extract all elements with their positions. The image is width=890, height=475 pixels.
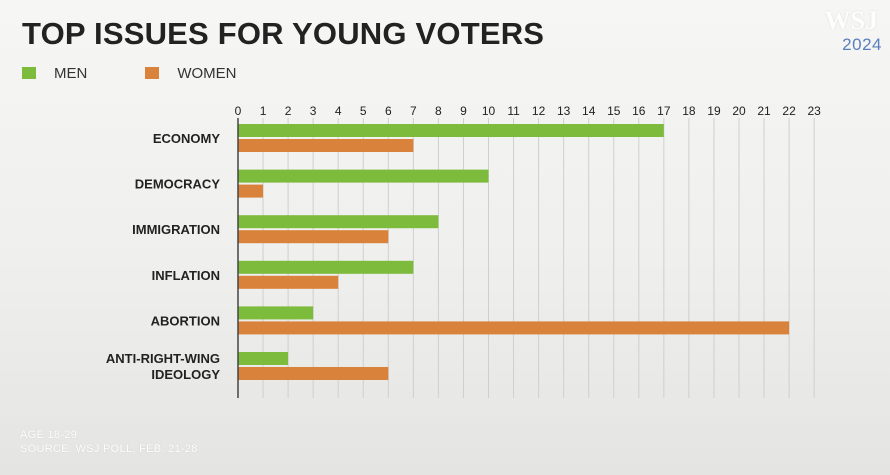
chart-gridlines (237, 118, 815, 398)
chart-legend: MEN WOMEN (22, 64, 237, 82)
bar-economy-men (238, 124, 664, 137)
x-tick-label-15: 15 (607, 104, 621, 118)
x-tick-label-23: 23 (807, 104, 821, 118)
x-tick-label-9: 9 (460, 104, 467, 118)
category-label-anti-right-wing-ideology-line-1: ANTI-RIGHT-WING (106, 351, 220, 366)
x-tick-label-22: 22 (782, 104, 796, 118)
category-label-immigration: IMMIGRATION (132, 222, 220, 237)
x-tick-label-2: 2 (285, 104, 292, 118)
category-label-anti-right-wing-ideology-line-2: IDEOLOGY (151, 367, 220, 382)
wsj-logo: WSJ (824, 6, 878, 35)
footnote-age: AGE 18-29 (20, 429, 78, 441)
x-tick-label-5: 5 (360, 104, 367, 118)
x-tick-label-11: 11 (507, 104, 520, 118)
chart-bars (238, 124, 790, 380)
footnote-source: SOURCE: WSJ POLL, FEB. 21-28 (20, 443, 198, 455)
bar-anti-right-wing-ideology-men (238, 352, 289, 365)
bar-immigration-men (238, 215, 439, 229)
bar-abortion-women (238, 321, 790, 335)
x-tick-label-18: 18 (682, 104, 696, 118)
x-tick-label-7: 7 (410, 104, 417, 118)
x-tick-label-4: 4 (335, 104, 342, 118)
x-tick-label-14: 14 (582, 104, 596, 118)
bar-economy-women (238, 139, 414, 152)
legend-item-women: WOMEN (145, 64, 237, 82)
x-tick-label-10: 10 (482, 104, 496, 118)
x-tick-label-17: 17 (657, 104, 671, 118)
bar-inflation-men (238, 260, 414, 274)
chart-title: TOP ISSUES FOR YOUNG VOTERS (22, 16, 545, 51)
legend-label-women: WOMEN (177, 64, 237, 82)
category-label-abortion: ABORTION (151, 313, 220, 328)
x-tick-label-13: 13 (557, 104, 571, 118)
bar-democracy-women (238, 184, 264, 198)
x-tick-label-19: 19 (707, 104, 721, 118)
bar-anti-right-wing-ideology-women (238, 367, 389, 380)
legend-swatch-women (145, 67, 160, 79)
x-tick-label-8: 8 (435, 104, 442, 118)
x-tick-label-0: 0 (235, 104, 242, 118)
legend-swatch-men (22, 67, 36, 79)
legend-label-men: MEN (54, 64, 88, 82)
x-tick-label-6: 6 (385, 104, 392, 118)
bar-inflation-women (238, 275, 339, 289)
x-tick-label-3: 3 (310, 104, 317, 118)
x-tick-label-16: 16 (632, 104, 646, 118)
bar-abortion-men (238, 306, 314, 320)
x-tick-label-20: 20 (732, 104, 746, 118)
chart-x-tick-labels: 0 1 2 3 4 5 6 7 8 9 10 11 12 13 14 15 16 17 18 19 20 21 22 23 (235, 104, 821, 118)
x-tick-label-1: 1 (260, 104, 267, 118)
x-tick-label-12: 12 (532, 104, 546, 118)
category-label-inflation: INFLATION (152, 268, 220, 283)
year-badge: 2024 (842, 35, 882, 54)
legend-item-men: MEN (22, 65, 87, 82)
chart-category-labels: ECONOMY DEMOCRACY IMMIGRATION INFLATION ABOR… (106, 131, 220, 382)
category-label-economy: ECONOMY (153, 131, 221, 146)
bar-immigration-women (238, 230, 389, 244)
x-tick-label-21: 21 (757, 104, 771, 118)
bar-democracy-men (238, 169, 489, 183)
category-label-democracy: DEMOCRACY (135, 177, 221, 192)
